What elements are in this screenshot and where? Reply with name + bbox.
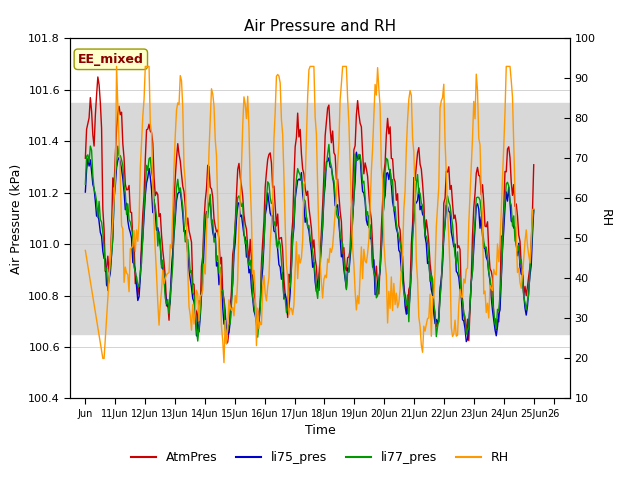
Title: Air Pressure and RH: Air Pressure and RH xyxy=(244,20,396,35)
Bar xyxy=(70,103,570,334)
Y-axis label: Air Pressure (kPa): Air Pressure (kPa) xyxy=(10,163,22,274)
Y-axis label: RH: RH xyxy=(599,209,612,228)
Text: EE_mixed: EE_mixed xyxy=(78,53,144,66)
Legend: AtmPres, li75_pres, li77_pres, RH: AtmPres, li75_pres, li77_pres, RH xyxy=(125,446,515,469)
X-axis label: Time: Time xyxy=(305,424,335,437)
